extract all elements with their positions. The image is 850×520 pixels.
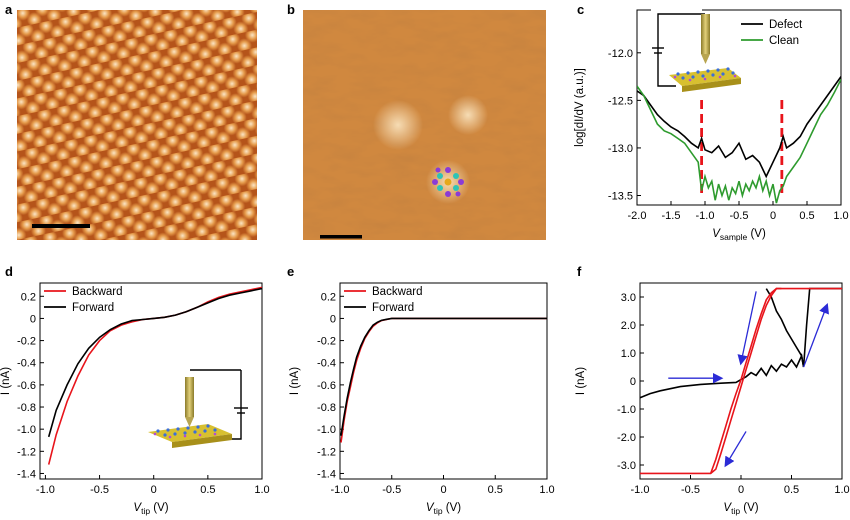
y-tick-label: -1.0 xyxy=(617,404,636,416)
y-axis-label: I (nA) xyxy=(289,367,301,395)
panel-letter-d: d xyxy=(5,264,13,279)
x-tick-label: 0 xyxy=(738,484,744,496)
x-tick-label: -0.5 xyxy=(681,484,700,496)
y-tick-label: 0.2 xyxy=(21,291,36,303)
panel-letter-f: f xyxy=(577,264,582,279)
x-tick-label: -2.0 xyxy=(628,210,647,222)
x-axis-label: Vtip (V) xyxy=(426,502,461,516)
y-tick-label: 0 xyxy=(630,376,636,388)
y-tick-label: 3.0 xyxy=(621,292,636,304)
chart-e: e -1.0 -0.5 0 0.5 1.0 0.2 0 -0.2 -0.4 -0.6 -0.8 -1.0… xyxy=(287,264,555,516)
stm-image-lattice xyxy=(17,10,257,240)
y-axis-label: I (nA) xyxy=(0,367,12,395)
sweep-direction-arrow xyxy=(737,291,757,366)
x-axis-label: Vtip (V) xyxy=(723,502,758,516)
y-tick-label: 0.2 xyxy=(321,291,336,303)
y-tick-label: -0.6 xyxy=(317,380,336,392)
y-tick-label: -1.0 xyxy=(17,424,36,436)
panel-letter-c: c xyxy=(577,2,584,17)
x-tick-label: 0.5 xyxy=(784,484,799,496)
y-tick-label: -1.4 xyxy=(317,468,336,480)
series-line-curve xyxy=(765,288,805,368)
scale-bar xyxy=(320,235,362,239)
scale-bar xyxy=(32,224,90,228)
x-tick-label: -1.0 xyxy=(331,484,350,496)
y-tick-label: -0.2 xyxy=(317,336,336,348)
y-tick-label: -0.8 xyxy=(317,402,336,414)
plot-frame xyxy=(39,282,263,480)
x-tick-label: -1.0 xyxy=(36,484,55,496)
stm-image-defect xyxy=(303,10,546,240)
x-tick-label: 1.0 xyxy=(834,484,849,496)
y-tick-label: 2.0 xyxy=(621,320,636,332)
x-tick-label: 0 xyxy=(770,210,776,222)
sweep-direction-arrow xyxy=(724,431,747,468)
y-tick-label: -13.0 xyxy=(608,143,633,155)
x-tick-label: -0.5 xyxy=(382,484,401,496)
legend-label: Defect xyxy=(769,19,803,31)
y-tick-label: -1.0 xyxy=(317,424,336,436)
y-tick-label: -0.4 xyxy=(17,358,36,370)
legend-label: Backward xyxy=(72,286,123,298)
x-tick-label: -1.0 xyxy=(696,210,715,222)
y-tick-label: -0.6 xyxy=(17,380,36,392)
panel-letter-e: e xyxy=(287,264,294,279)
y-tick-label: 0 xyxy=(30,313,36,325)
x-axis-label: Vtip (V) xyxy=(133,502,168,516)
stm-schematic-c xyxy=(651,8,741,92)
x-tick-label: 1.0 xyxy=(539,484,554,496)
legend-label: Backward xyxy=(372,286,423,298)
x-tick-label: -0.5 xyxy=(90,484,109,496)
panel-letter-b: b xyxy=(287,2,295,17)
series-line-defect xyxy=(637,76,841,179)
x-tick-label: 0.5 xyxy=(200,484,215,496)
x-tick-label: 1.0 xyxy=(254,484,269,496)
sweep-direction-arrow xyxy=(803,302,829,368)
chart-d: d -1.0 -0.5 0 0.5 1.0 0.2 0 -0.2 -0.4 -0.6 -0.8 -1.0… xyxy=(0,264,270,516)
x-tick-label: 0.5 xyxy=(488,484,503,496)
x-tick-label: 0.5 xyxy=(799,210,814,222)
legend-label: Forward xyxy=(372,302,414,314)
legend-label: Clean xyxy=(769,35,799,47)
y-tick-label: -12.5 xyxy=(608,95,633,107)
series-line-forward xyxy=(47,287,262,438)
x-tick-label: -1.5 xyxy=(662,210,681,222)
x-tick-label: -1.0 xyxy=(631,484,650,496)
y-tick-label: -12.0 xyxy=(608,48,633,60)
y-tick-label: -0.4 xyxy=(317,358,336,370)
series-line-backward xyxy=(340,317,547,443)
y-axis-label: log[dI/dV (a.u.)] xyxy=(574,68,586,147)
series-line-curve xyxy=(709,287,782,474)
stm-schematic-d xyxy=(148,369,248,448)
panel-b: b xyxy=(287,2,546,240)
series-line-clean xyxy=(637,79,841,204)
x-axis-label: Vsample (V) xyxy=(712,228,766,242)
x-tick-label: 1.0 xyxy=(833,210,848,222)
panel-letter-a: a xyxy=(5,2,13,17)
y-tick-label: -1.2 xyxy=(17,446,36,458)
y-tick-label: -13.5 xyxy=(608,190,633,202)
y-tick-label: -2.0 xyxy=(617,432,636,444)
series-line-forward xyxy=(340,317,547,436)
x-tick-label: -0.5 xyxy=(730,210,749,222)
molecule-model-overlay xyxy=(432,167,464,197)
y-tick-label: -0.2 xyxy=(17,336,36,348)
panel-a: a xyxy=(5,2,257,240)
y-tick-label: -1.2 xyxy=(317,446,336,458)
y-tick-label: 0 xyxy=(330,313,336,325)
x-tick-label: 0 xyxy=(151,484,157,496)
legend-label: Forward xyxy=(72,302,114,314)
y-tick-label: -0.8 xyxy=(17,402,36,414)
y-tick-label: 1.0 xyxy=(621,348,636,360)
y-tick-label: -1.4 xyxy=(17,468,36,480)
y-tick-label: -3.0 xyxy=(617,460,636,472)
y-axis-label: I (nA) xyxy=(575,367,587,395)
chart-c: c -2.0 -1.5 -1.0 -0.5 0 0.5 1.0 -12.0 -12.5 -13.0 -… xyxy=(574,2,849,242)
chart-f: f -1.0 -0.5 0 0.5 1.0 3.0 2.0 1.0 0 -1.0 -2.0 -3.0 Vt… xyxy=(575,264,850,516)
x-tick-label: 0 xyxy=(440,484,446,496)
